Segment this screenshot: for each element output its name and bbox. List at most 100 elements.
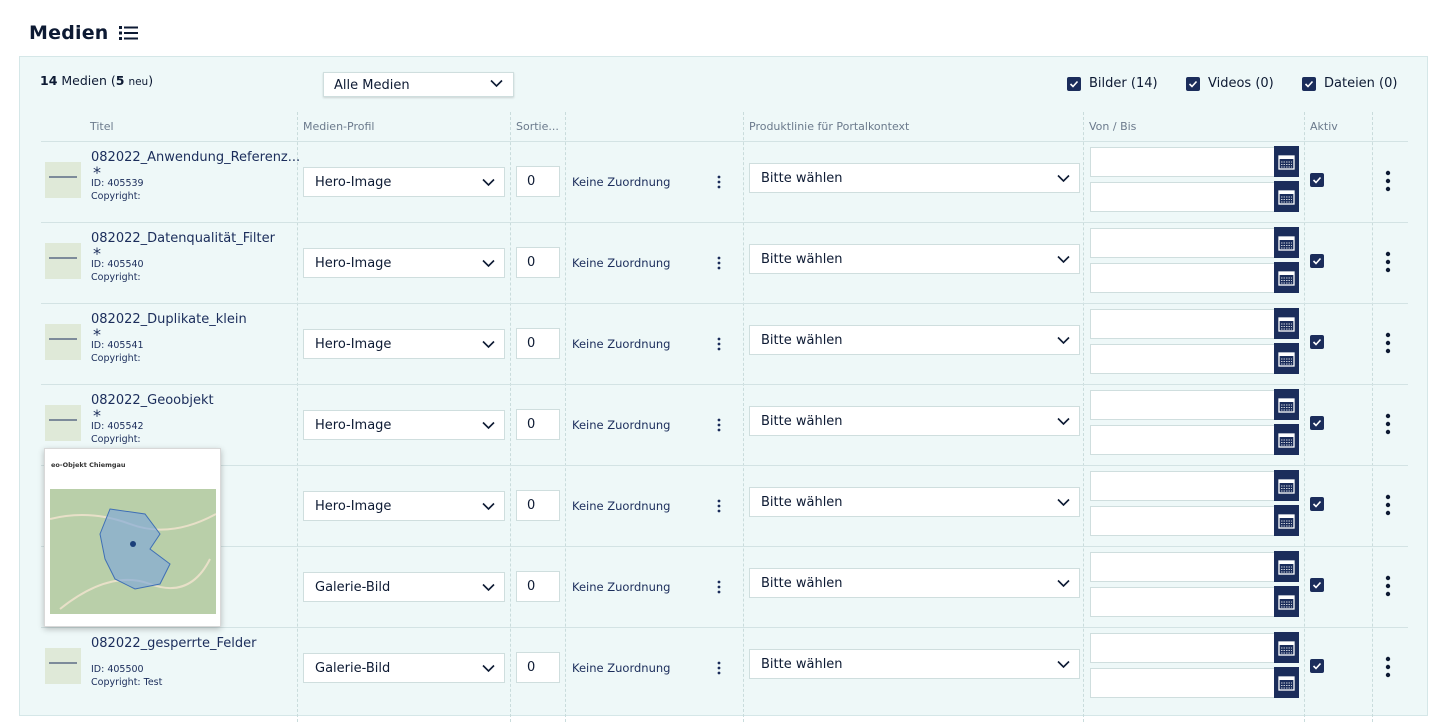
column-header-title[interactable]: Titel: [90, 120, 114, 133]
calendar-icon[interactable]: [1274, 632, 1299, 663]
assignment-menu-icon[interactable]: [716, 661, 722, 675]
assignment-menu-icon[interactable]: [716, 337, 722, 351]
sort-order-input[interactable]: 0: [516, 166, 560, 197]
list-icon[interactable]: [118, 25, 139, 41]
media-profile-select[interactable]: Hero-Image: [303, 329, 505, 359]
media-filter-select[interactable]: Alle Medien: [323, 72, 514, 97]
media-profile-select[interactable]: Galerie-Bild: [303, 572, 505, 602]
media-thumbnail[interactable]: [45, 405, 81, 441]
calendar-icon[interactable]: [1274, 505, 1299, 536]
profile-value: Hero-Image: [315, 256, 392, 271]
media-thumbnail[interactable]: [45, 324, 81, 360]
calendar-icon[interactable]: [1274, 227, 1299, 258]
active-checkbox[interactable]: [1310, 254, 1324, 268]
media-thumbnail[interactable]: [45, 162, 81, 198]
filter-videos[interactable]: Videos (0): [1186, 76, 1274, 91]
column-header-active[interactable]: Aktiv: [1310, 120, 1338, 133]
page-title: Medien: [29, 22, 109, 44]
media-profile-select[interactable]: Galerie-Bild: [303, 653, 505, 683]
media-thumbnail[interactable]: [45, 243, 81, 279]
column-header-date[interactable]: Von / Bis: [1089, 120, 1137, 133]
product-line-select[interactable]: Bitte wählen: [749, 487, 1080, 517]
product-line-select[interactable]: Bitte wählen: [749, 568, 1080, 598]
calendar-icon[interactable]: [1274, 424, 1299, 455]
date-to-input[interactable]: [1090, 263, 1275, 293]
active-checkbox[interactable]: [1310, 335, 1324, 349]
media-title[interactable]: 082022_Duplikate_klein: [91, 312, 247, 327]
sort-order-input[interactable]: 0: [516, 409, 560, 440]
calendar-icon[interactable]: [1274, 551, 1299, 582]
active-checkbox[interactable]: [1310, 497, 1324, 511]
row-actions-menu-icon[interactable]: [1384, 575, 1392, 597]
media-profile-select[interactable]: Hero-Image: [303, 491, 505, 521]
date-to-input[interactable]: [1090, 506, 1275, 536]
column-header-profile[interactable]: Medien-Profil: [303, 120, 375, 133]
media-title[interactable]: 082022_Geoobjekt: [91, 393, 214, 408]
media-profile-select[interactable]: Hero-Image: [303, 248, 505, 278]
filter-images[interactable]: Bilder (14): [1067, 76, 1158, 91]
date-to-input[interactable]: [1090, 425, 1275, 455]
product-line-select[interactable]: Bitte wählen: [749, 325, 1080, 355]
assignment-menu-icon[interactable]: [716, 580, 722, 594]
calendar-icon[interactable]: [1274, 262, 1299, 293]
date-from-input[interactable]: [1090, 228, 1275, 258]
calendar-icon[interactable]: [1274, 389, 1299, 420]
calendar-icon[interactable]: [1274, 146, 1299, 177]
product-line-select[interactable]: Bitte wählen: [749, 406, 1080, 436]
calendar-icon[interactable]: [1274, 343, 1299, 374]
product-line-select[interactable]: Bitte wählen: [749, 649, 1080, 679]
calendar-icon[interactable]: [1274, 667, 1299, 698]
sort-order-input[interactable]: 0: [516, 571, 560, 602]
media-profile-select[interactable]: Hero-Image: [303, 167, 505, 197]
product-line-select[interactable]: Bitte wählen: [749, 163, 1080, 193]
media-thumbnail[interactable]: [45, 648, 81, 684]
date-from-input[interactable]: [1090, 552, 1275, 582]
date-to-input[interactable]: [1090, 668, 1275, 698]
calendar-icon[interactable]: [1274, 586, 1299, 617]
column-header-sort[interactable]: Sortie...: [516, 120, 559, 133]
date-to-input[interactable]: [1090, 344, 1275, 374]
date-from-input[interactable]: [1090, 471, 1275, 501]
calendar-icon[interactable]: [1274, 470, 1299, 501]
sort-order-input[interactable]: 0: [516, 490, 560, 521]
active-checkbox[interactable]: [1310, 416, 1324, 430]
media-title[interactable]: 082022_Datenqualität_Filter: [91, 231, 275, 246]
active-checkbox[interactable]: [1310, 578, 1324, 592]
product-line-select[interactable]: Bitte wählen: [749, 244, 1080, 274]
row-actions-menu-icon[interactable]: [1384, 332, 1392, 354]
media-profile-select[interactable]: Hero-Image: [303, 410, 505, 440]
active-checkbox[interactable]: [1310, 173, 1324, 187]
media-title[interactable]: 082022_gesperrte_Felder: [91, 636, 257, 651]
media-title[interactable]: 082022_Anwendung_Referenz...: [91, 150, 301, 165]
row-actions-menu-icon[interactable]: [1384, 251, 1392, 273]
assignment-menu-icon[interactable]: [716, 175, 722, 189]
checkbox-checked-icon[interactable]: [1067, 76, 1081, 91]
filter-files-label: Dateien (0): [1324, 76, 1398, 91]
date-from-input[interactable]: [1090, 147, 1275, 177]
date-to-input[interactable]: [1090, 587, 1275, 617]
row-actions-menu-icon[interactable]: [1384, 413, 1392, 435]
row-actions-menu-icon[interactable]: [1384, 656, 1392, 678]
filter-files[interactable]: Dateien (0): [1302, 76, 1397, 91]
column-header-product[interactable]: Produktlinie für Portalkontext: [749, 120, 910, 133]
chevron-down-icon: [482, 421, 495, 430]
assignment-menu-icon[interactable]: [716, 418, 722, 432]
calendar-icon[interactable]: [1274, 308, 1299, 339]
checkbox-checked-icon[interactable]: [1302, 76, 1316, 91]
date-to-input[interactable]: [1090, 182, 1275, 212]
active-checkbox[interactable]: [1310, 659, 1324, 673]
date-from-input[interactable]: [1090, 390, 1275, 420]
assignment-menu-icon[interactable]: [716, 256, 722, 270]
assignment-menu-icon[interactable]: [716, 499, 722, 513]
checkbox-checked-icon[interactable]: [1186, 76, 1200, 91]
sort-order-input[interactable]: 0: [516, 328, 560, 359]
calendar-icon[interactable]: [1274, 181, 1299, 212]
row-actions-menu-icon[interactable]: [1384, 170, 1392, 192]
column-divider: [565, 112, 566, 722]
sort-order-input[interactable]: 0: [516, 247, 560, 278]
row-actions-menu-icon[interactable]: [1384, 494, 1392, 516]
profile-value: Hero-Image: [315, 418, 392, 433]
date-from-input[interactable]: [1090, 309, 1275, 339]
sort-order-input[interactable]: 0: [516, 652, 560, 683]
date-from-input[interactable]: [1090, 633, 1275, 663]
